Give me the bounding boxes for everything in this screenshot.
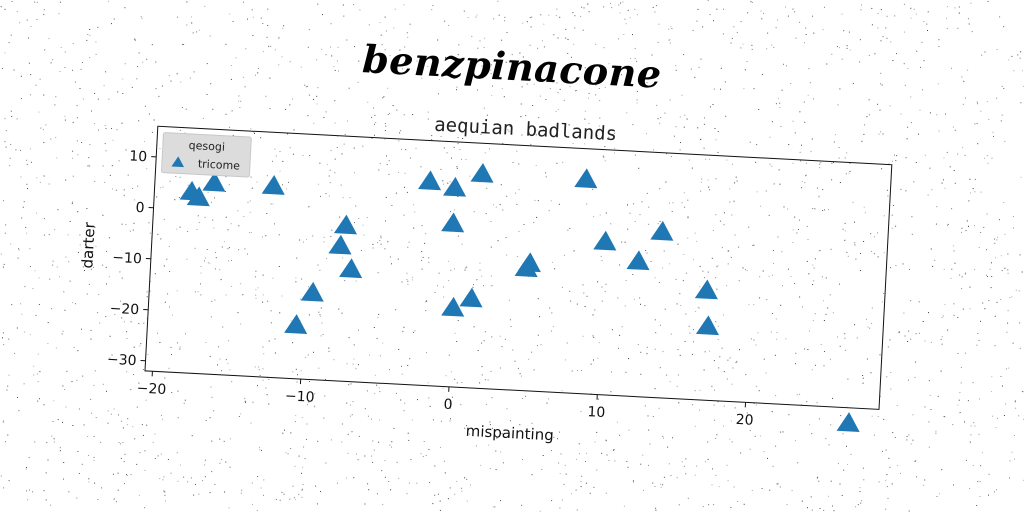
legend: qesogi tricome: [161, 132, 252, 178]
legend-marker-triangle: [171, 156, 185, 168]
y-tick-label: 10: [129, 148, 148, 165]
x-tick-label: −20: [136, 381, 166, 399]
data-point-triangle: [441, 296, 465, 317]
x-tick-label: −10: [285, 388, 315, 406]
data-point-triangle: [650, 220, 674, 241]
data-point-triangle: [694, 279, 718, 300]
data-points: [179, 162, 860, 432]
data-point-triangle: [695, 315, 719, 336]
legend-entry-label: tricome: [198, 157, 241, 172]
data-point-triangle: [593, 230, 617, 251]
data-point-triangle: [459, 287, 483, 308]
y-tick-label: −10: [112, 250, 142, 268]
data-point-triangle: [514, 257, 538, 278]
plot-frame: [144, 125, 893, 410]
y-ticks: 10 0 −10 −20 −30: [107, 148, 157, 370]
x-tick-label: 0: [443, 397, 453, 413]
y-tick-label: −30: [107, 352, 137, 370]
data-point-triangle: [284, 314, 308, 335]
data-point-triangle: [202, 171, 226, 192]
x-axis-label: mispainting: [465, 422, 554, 445]
data-point-triangle: [261, 174, 285, 195]
data-point-triangle: [442, 176, 467, 197]
legend-box: [161, 132, 252, 178]
data-point-triangle: [441, 212, 465, 233]
data-point-triangle: [186, 186, 210, 207]
data-point-triangle: [339, 258, 363, 279]
data-point-triangle: [333, 214, 358, 235]
legend-title: qesogi: [188, 139, 225, 154]
data-point-triangle: [418, 170, 442, 191]
y-tick-label: −20: [109, 301, 139, 319]
data-point-triangle: [300, 281, 324, 302]
data-point-triangle: [626, 250, 650, 271]
data-point-triangle: [836, 412, 860, 432]
x-tick-label: 20: [735, 412, 754, 429]
chart-title: aequian badlands: [434, 114, 618, 146]
chart-rotated-group: aequian badlands −20 −10 0 10 20 10 0 −10 −20 −3…: [78, 114, 893, 445]
y-tick-label: 0: [135, 200, 145, 216]
x-tick-label: 10: [587, 404, 606, 421]
data-point-triangle: [328, 234, 352, 255]
x-ticks: −20 −10 0 10 20: [136, 371, 754, 429]
data-point-triangle: [470, 162, 494, 183]
y-axis-label: darter: [78, 221, 98, 269]
data-point-triangle: [574, 168, 598, 189]
